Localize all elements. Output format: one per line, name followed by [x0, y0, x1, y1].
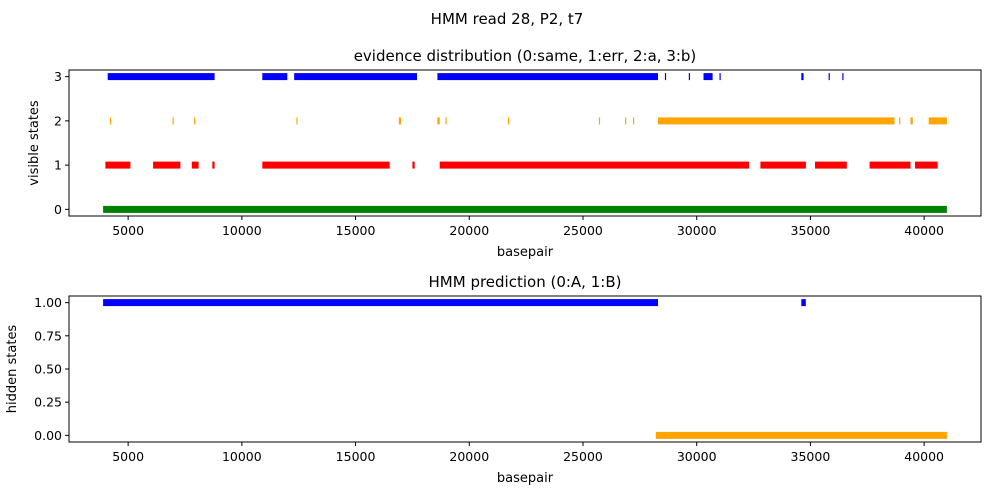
evidence-err-span — [412, 161, 415, 169]
evidence-b-span — [262, 73, 288, 81]
evidence-a-span — [109, 117, 112, 125]
prediction-y-tick-label: 0.00 — [34, 428, 62, 443]
prediction-y-axis-label: hidden states — [5, 325, 20, 414]
prediction-x-tick-label: 10000 — [222, 449, 262, 464]
evidence-b-span — [294, 73, 417, 81]
evidence-panel-title: evidence distribution (0:same, 1:err, 2:… — [354, 47, 697, 65]
evidence-y-tick-label: 1 — [54, 158, 62, 173]
prediction-panel: HMM prediction (0:A, 1:B) basepair hidde… — [5, 273, 982, 486]
evidence-b-span — [703, 73, 713, 81]
evidence-same-span — [103, 205, 947, 213]
evidence-a-span — [296, 117, 298, 125]
prediction-plot-frame — [68, 295, 982, 443]
evidence-plot-frame — [68, 69, 982, 217]
evidence-a-span — [633, 117, 635, 125]
prediction-x-tick-label: 35000 — [791, 449, 831, 464]
evidence-a-span — [910, 117, 913, 125]
evidence-err-span — [212, 161, 215, 169]
evidence-a-span — [398, 117, 402, 125]
evidence-err-span — [439, 161, 749, 169]
prediction-ticks: 5000 10000 15000 20000 25000 30000 35000 40000 0… — [34, 295, 944, 464]
evidence-panel: evidence distribution (0:same, 1:err, 2:… — [27, 47, 982, 260]
evidence-x-tick-label: 20000 — [449, 223, 489, 238]
prediction-x-tick-label: 25000 — [563, 449, 603, 464]
evidence-err-span — [915, 161, 938, 169]
evidence-y-tick-label: 3 — [54, 69, 62, 84]
evidence-err-span — [760, 161, 806, 169]
prediction-y-tick-label: 0.75 — [34, 328, 62, 343]
evidence-err-span — [262, 161, 390, 169]
prediction-x-axis-label: basepair — [497, 471, 554, 486]
evidence-a-span — [625, 117, 627, 125]
prediction-x-tick-label: 30000 — [677, 449, 717, 464]
evidence-b-span — [437, 73, 658, 81]
prediction-x-tick-label: 20000 — [449, 449, 489, 464]
evidence-y-tick-label: 0 — [54, 202, 62, 217]
evidence-x-tick-label: 10000 — [222, 223, 262, 238]
prediction-marks — [103, 299, 947, 439]
evidence-b-span — [664, 73, 667, 81]
prediction-a-span — [655, 431, 947, 439]
prediction-y-tick-label: 1.00 — [34, 295, 62, 310]
evidence-x-axis-label: basepair — [497, 245, 554, 260]
prediction-y-tick-label: 0.25 — [34, 395, 62, 410]
prediction-panel-title: HMM prediction (0:A, 1:B) — [429, 273, 622, 291]
evidence-b-span — [842, 73, 844, 81]
evidence-x-tick-label: 40000 — [904, 223, 944, 238]
evidence-a-span — [507, 117, 510, 125]
prediction-b-span — [801, 299, 806, 307]
evidence-err-span — [815, 161, 847, 169]
evidence-b-span — [107, 73, 215, 81]
prediction-x-tick-label: 5000 — [112, 449, 144, 464]
evidence-y-tick-label: 2 — [54, 113, 62, 128]
evidence-x-tick-label: 30000 — [677, 223, 717, 238]
evidence-err-span — [869, 161, 911, 169]
evidence-b-span — [688, 73, 690, 81]
evidence-b-span — [828, 73, 830, 81]
evidence-err-span — [191, 161, 199, 169]
evidence-x-tick-label: 25000 — [563, 223, 603, 238]
prediction-x-tick-label: 40000 — [904, 449, 944, 464]
evidence-a-span — [899, 117, 901, 125]
evidence-x-tick-label: 5000 — [112, 223, 144, 238]
evidence-b-span — [801, 73, 804, 81]
evidence-x-tick-label: 15000 — [336, 223, 376, 238]
evidence-a-span — [194, 117, 196, 125]
prediction-x-tick-label: 15000 — [336, 449, 376, 464]
evidence-a-span — [445, 117, 447, 125]
evidence-y-axis-label: visible states — [27, 100, 42, 186]
evidence-err-span — [153, 161, 181, 169]
evidence-err-span — [105, 161, 131, 169]
evidence-a-span — [598, 117, 601, 125]
evidence-ticks: 5000 10000 15000 20000 25000 30000 35000 40000 0… — [54, 69, 944, 238]
evidence-a-span — [437, 117, 440, 125]
figure-suptitle: HMM read 28, P2, t7 — [431, 10, 584, 28]
evidence-marks — [103, 73, 947, 213]
evidence-a-span — [928, 117, 947, 125]
evidence-b-span — [719, 73, 721, 81]
evidence-a-span — [658, 117, 895, 125]
prediction-y-tick-label: 0.50 — [34, 362, 62, 377]
evidence-x-tick-label: 35000 — [791, 223, 831, 238]
prediction-b-span — [103, 299, 659, 307]
evidence-a-span — [172, 117, 174, 125]
